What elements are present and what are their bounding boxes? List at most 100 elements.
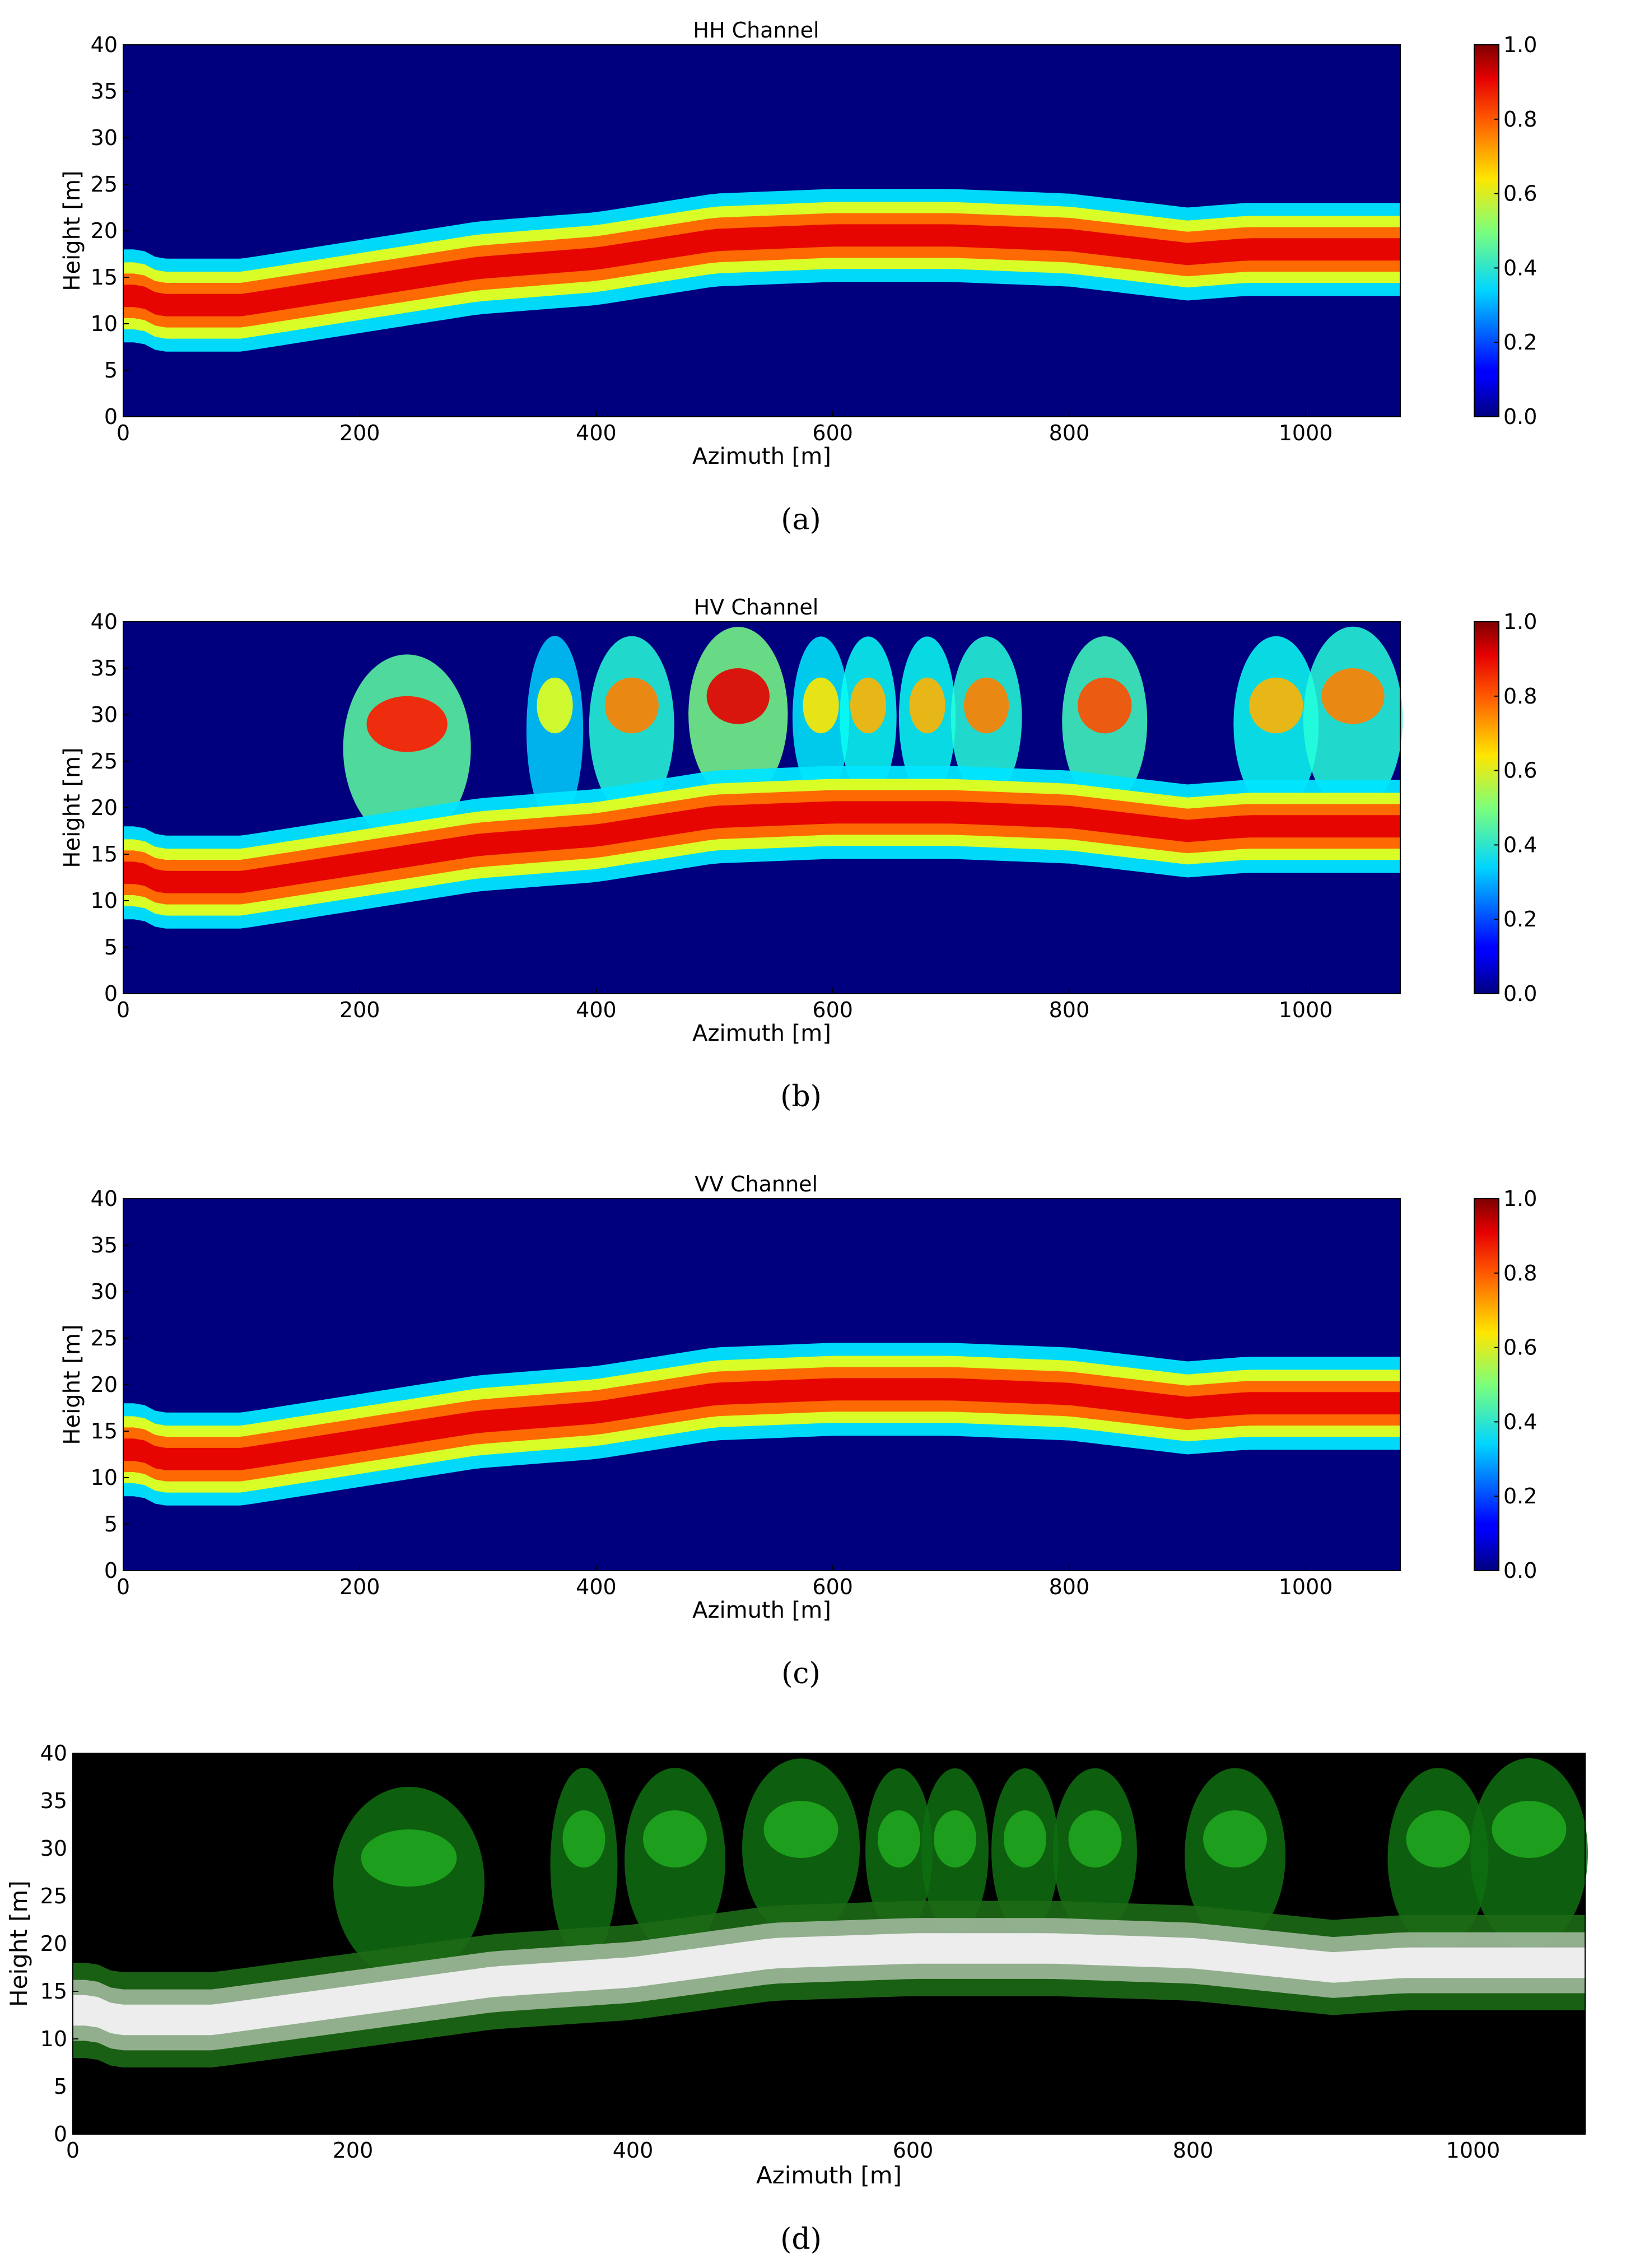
colorbar-ticks: 0.0 0.2 0.4 0.6 0.8 1.0 <box>1494 1186 1537 1583</box>
canopy-crown <box>1492 1801 1567 1858</box>
y-axis-ticks: 0 5 10 15 20 25 30 35 40 <box>91 609 129 1006</box>
colorbar-tick-label: 0.4 <box>1503 832 1537 857</box>
x-tick-label: 200 <box>339 998 380 1022</box>
colorbar-tick-label: 0.2 <box>1503 1484 1537 1508</box>
x-tick-label: 1000 <box>1446 2138 1501 2163</box>
x-tick-label: 0 <box>117 1575 130 1599</box>
y-tick-label: 35 <box>40 1789 67 1813</box>
chart-title: HH Channel <box>693 18 819 43</box>
colorbar <box>1474 1198 1499 1571</box>
x-tick-label: 600 <box>812 1575 853 1599</box>
canopy-crown <box>763 1801 838 1858</box>
canopy-crown <box>537 677 573 734</box>
canopy-layer <box>343 626 1403 842</box>
colorbar-ticks: 0.0 0.2 0.4 0.6 0.8 1.0 <box>1494 609 1537 1006</box>
colorbar-ticks: 0.0 0.2 0.4 0.6 0.8 1.0 <box>1494 32 1537 429</box>
y-tick-label: 15 <box>91 265 118 290</box>
y-tick-label: 40 <box>91 32 118 57</box>
x-axis-label: Azimuth [m] <box>692 1021 831 1046</box>
colorbar-tick-label: 0.8 <box>1503 684 1537 709</box>
x-tick-label: 800 <box>1049 998 1090 1022</box>
ground-band-layer <box>123 766 1400 929</box>
y-tick-label: 0 <box>104 1558 118 1583</box>
canopy-crown <box>1321 668 1385 724</box>
y-axis-label: Height [m] <box>59 170 85 291</box>
chart-title: VV Channel <box>695 1172 818 1196</box>
chart-title: HV Channel <box>694 595 819 620</box>
canopy-crown <box>604 677 659 734</box>
y-tick-label: 10 <box>91 311 118 336</box>
y-tick-label: 25 <box>40 1884 67 1908</box>
colorbar-tick-label: 0.8 <box>1503 107 1537 132</box>
x-tick-label: 0 <box>117 998 130 1022</box>
y-tick-label: 10 <box>40 2027 67 2051</box>
y-tick-label: 20 <box>91 1372 118 1397</box>
y-tick-label: 40 <box>91 1186 118 1211</box>
y-tick-label: 5 <box>104 935 118 960</box>
x-tick-label: 200 <box>339 1575 380 1599</box>
colorbar-tick-label: 0.6 <box>1503 181 1537 206</box>
x-tick-label: 400 <box>613 2138 654 2163</box>
ground-band-layer <box>73 1901 1585 2067</box>
canopy-crown <box>964 677 1009 734</box>
y-tick-label: 20 <box>91 218 118 243</box>
y-axis-label: Height [m] <box>59 1324 85 1445</box>
y-tick-label: 40 <box>40 1741 67 1766</box>
panel-caption: (d) <box>780 2223 822 2256</box>
y-tick-label: 5 <box>104 1512 118 1536</box>
y-tick-label: 40 <box>91 609 118 634</box>
y-axis-label: Height [m] <box>5 1880 32 2007</box>
colorbar-tick-label: 0.0 <box>1503 404 1537 429</box>
ground-band-layer-3 <box>123 1378 1400 1470</box>
x-tick-label: 1000 <box>1279 1575 1333 1599</box>
y-axis-ticks: 0 5 10 15 20 25 30 35 40 <box>91 32 129 429</box>
y-tick-label: 35 <box>91 79 118 104</box>
x-tick-label: 0 <box>66 2138 80 2163</box>
colorbar-tick-label: 1.0 <box>1503 1186 1537 1211</box>
y-tick-label: 35 <box>91 656 118 681</box>
vv-channel-panel: VV Channel 0 200 400 600 800 1000 0 5 10 15 20 25 3… <box>59 1172 1537 1690</box>
x-axis-label: Azimuth [m] <box>692 1598 831 1623</box>
canopy-crown <box>1406 1810 1470 1868</box>
x-tick-label: 200 <box>333 2138 374 2163</box>
y-tick-label: 15 <box>91 842 118 867</box>
y-tick-label: 0 <box>104 981 118 1006</box>
y-tick-label: 30 <box>91 702 118 727</box>
colorbar-tick-label: 0.0 <box>1503 1558 1537 1583</box>
x-axis-ticks: 0 200 400 600 800 1000 <box>66 2129 1500 2163</box>
ground-band-layer-3 <box>123 224 1400 316</box>
y-tick-label: 10 <box>91 1465 118 1490</box>
x-axis-ticks: 0 200 400 600 800 1000 <box>117 1565 1333 1599</box>
x-tick-label: 800 <box>1049 421 1090 445</box>
canopy-crown <box>1249 677 1303 734</box>
y-tick-label: 35 <box>91 1233 118 1258</box>
colorbar-tick-label: 0.0 <box>1503 981 1537 1006</box>
ground-band-layer <box>123 1343 1400 1506</box>
colorbar-tick-label: 0.2 <box>1503 330 1537 355</box>
x-tick-label: 600 <box>893 2138 934 2163</box>
y-axis-label: Height [m] <box>59 747 85 868</box>
y-tick-label: 15 <box>40 1979 67 2004</box>
x-tick-label: 1000 <box>1279 998 1333 1022</box>
y-tick-label: 30 <box>40 1836 67 1861</box>
colorbar-tick-label: 0.4 <box>1503 255 1537 280</box>
canopy-crown <box>1068 1810 1122 1868</box>
colorbar-tick-label: 0.4 <box>1503 1409 1537 1434</box>
y-tick-label: 30 <box>91 125 118 150</box>
canopy-crown <box>366 696 448 752</box>
panel-caption: (b) <box>780 1080 822 1114</box>
x-tick-label: 800 <box>1049 1575 1090 1599</box>
y-tick-label: 20 <box>91 795 118 820</box>
canopy-crown <box>1078 677 1132 734</box>
canopy-crown <box>1203 1810 1267 1868</box>
y-tick-label: 10 <box>91 888 118 913</box>
y-tick-label: 0 <box>104 404 118 429</box>
panel-caption: (c) <box>781 1657 821 1690</box>
x-tick-label: 0 <box>117 421 130 445</box>
canopy-crown <box>1004 1810 1046 1868</box>
canopy-crown <box>878 1810 920 1868</box>
y-tick-label: 25 <box>91 172 118 197</box>
canopy-crown <box>909 677 945 734</box>
y-tick-label: 30 <box>91 1279 118 1304</box>
